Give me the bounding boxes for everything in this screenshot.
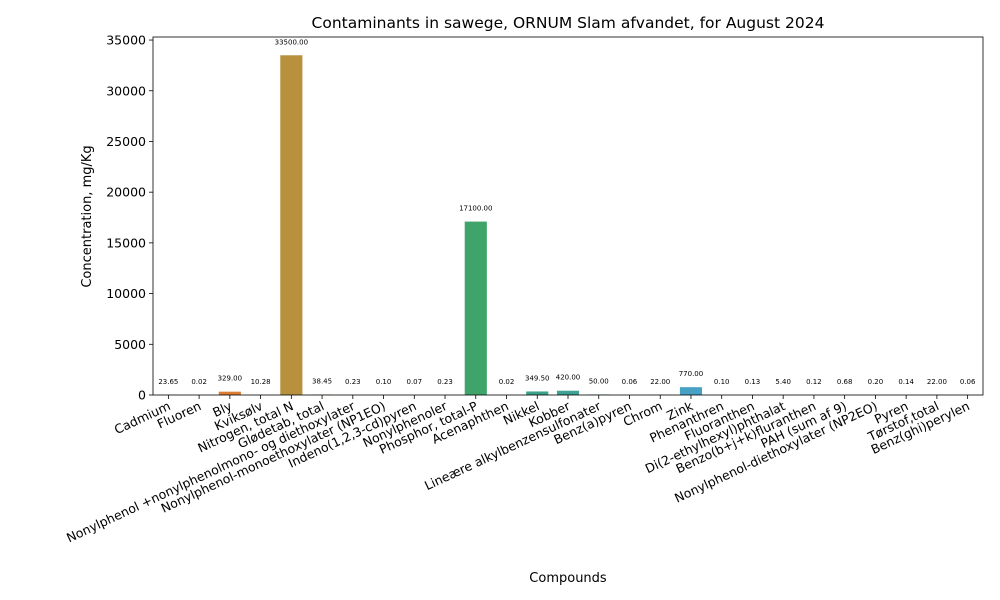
bar-value-label: 0.02 [499, 378, 515, 386]
bar-value-label: 22.00 [927, 378, 947, 386]
bar [679, 387, 703, 395]
bar [218, 391, 241, 395]
bar-value-label: 17100.00 [459, 205, 492, 213]
bar-value-label: 0.10 [714, 378, 730, 386]
bar [280, 55, 303, 396]
y-tick-label: 5000 [114, 337, 146, 352]
bar-value-label: 22.00 [650, 378, 670, 386]
bar-value-label: 0.68 [837, 378, 853, 386]
bar-value-label: 38.45 [312, 378, 332, 386]
bars-group [157, 55, 979, 396]
value-labels-group: 23.65 0.02 329.00 10.28 33500.00 38.45 0.23 0.1… [158, 38, 976, 386]
bar-value-label: 10.28 [251, 378, 271, 386]
y-axis-title: Concentration, mg/Kg [80, 145, 95, 287]
plot-frame [152, 36, 984, 396]
bar-value-label: 0.14 [898, 378, 914, 386]
x-axis-title: Compounds [529, 571, 607, 586]
bar-value-label: 770.00 [679, 370, 704, 378]
bar-value-label: 50.00 [589, 377, 609, 385]
bar-value-label: 0.07 [406, 378, 422, 386]
bar-value-label: 0.06 [622, 378, 638, 386]
y-tick-label: 0 [138, 388, 146, 403]
bar-value-label: 0.20 [868, 378, 884, 386]
bar-value-label: 0.06 [960, 378, 976, 386]
y-axis-ticks: 0 5000 10000 15000 20000 25000 30000 35000 [106, 33, 153, 403]
bar-value-label: 0.23 [345, 378, 361, 386]
bar-value-label: 5.40 [775, 378, 791, 386]
y-tick-label: 15000 [106, 235, 146, 250]
y-tick-label: 35000 [106, 33, 146, 48]
bar-value-label: 0.10 [376, 378, 392, 386]
bar [464, 221, 487, 395]
y-tick-label: 25000 [106, 134, 146, 149]
bar [556, 390, 580, 395]
y-tick-label: 30000 [106, 83, 146, 98]
y-tick-label: 10000 [106, 286, 146, 301]
bar-value-label: 0.02 [191, 378, 207, 386]
bar-value-label: 33500.00 [275, 38, 308, 46]
bar-value-label: 0.23 [437, 378, 453, 386]
chart-title: Contaminants in sawege, ORNUM Slam afvan… [312, 14, 825, 32]
bar-value-label: 420.00 [556, 374, 581, 382]
bar-value-label: 349.50 [525, 374, 550, 382]
bar-value-label: 23.65 [158, 378, 178, 386]
y-tick-label: 20000 [106, 185, 146, 200]
bar-value-label: 0.12 [806, 378, 822, 386]
bar-value-label: 0.13 [745, 378, 761, 386]
bar-value-label: 329.00 [218, 375, 243, 383]
bar [526, 391, 549, 395]
